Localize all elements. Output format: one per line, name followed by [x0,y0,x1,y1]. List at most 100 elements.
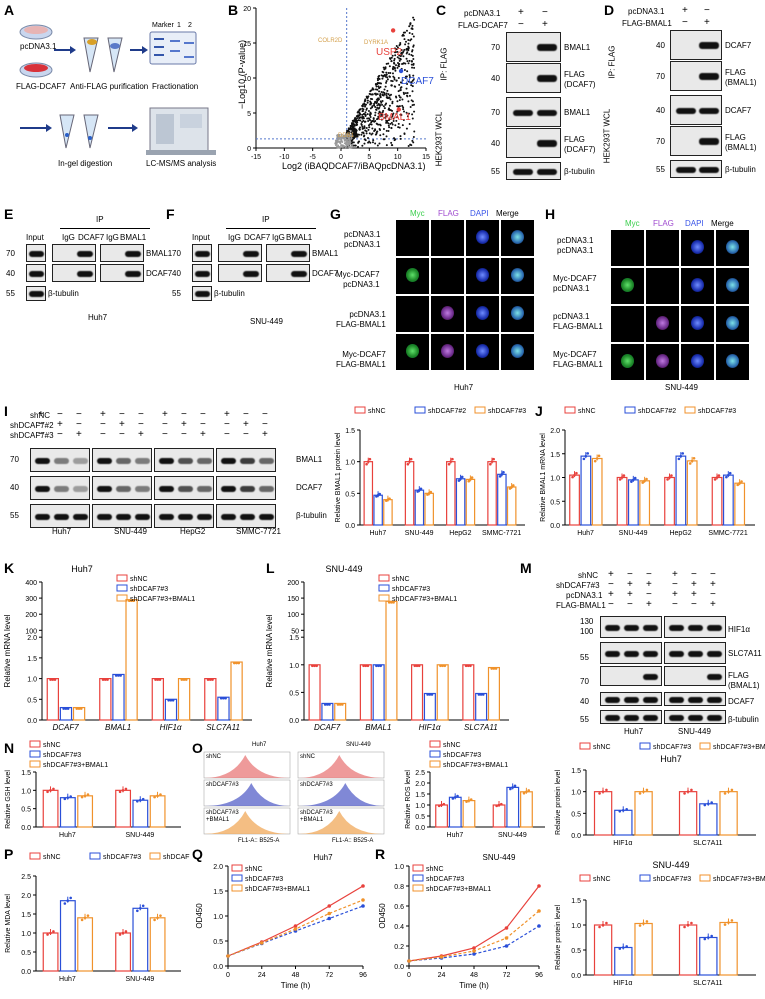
volcano-point [382,105,385,108]
y-tick-label: 200 [25,612,37,619]
volcano-point [406,91,409,94]
volcano-point [386,78,389,81]
microscopy-tile [466,296,499,332]
sign: − [200,409,206,420]
sign: + [200,429,206,440]
panel-label-k: K [4,560,15,576]
data-point [103,678,107,681]
legend-label: shNC [130,576,148,583]
volcano-point [382,138,385,141]
legend-swatch [231,884,243,892]
d-sign-01: − [704,5,710,16]
microscopy-tile [611,306,644,342]
f-band-0: BMAL1 [312,249,339,258]
volcano-gene-bmal1: BMAL1 [378,112,411,123]
y-tick-label: 1.0 [571,790,581,797]
data-point [83,794,87,798]
panel-label-n: N [4,740,15,756]
e-mw-1: 40 [6,269,15,278]
volcano-point [355,133,358,136]
x-tick-label: HIF1α [613,840,632,847]
data-point [232,661,236,665]
data-point [121,931,125,935]
data-point [472,949,476,953]
flow-histogram [204,783,290,806]
x-tick-label: 15 [422,154,430,161]
x-tick-label: 0 [407,972,411,979]
bar [487,666,500,721]
f-lane-4: BMAL1 [286,233,313,242]
y-tick-label: 1.5 [213,889,223,896]
data-point [511,786,514,789]
legend-swatch [412,874,424,882]
bar [462,664,475,721]
volcano-point [408,94,411,97]
y-tick-label: 0.2 [394,944,404,951]
data-point [683,792,686,795]
volcano-point [384,103,387,106]
volcano-point [350,131,353,134]
d-band-1: FLAG (BMAL1) [725,68,757,87]
volcano-point [401,79,404,82]
volcano-point [396,116,399,119]
blot-band [178,458,193,464]
data-point [326,703,329,706]
data-point [428,693,432,696]
sign: + [262,429,268,440]
y-tick-label: 1.5 [571,768,581,775]
volcano-point [375,85,378,88]
volcano-point [376,117,379,120]
blot-band [605,651,620,657]
series-line [227,885,364,957]
blot-band [178,486,193,492]
volcano-point [351,132,354,135]
d-row-1: FLAG-BMAL1 [622,19,672,28]
f-blot-2a [192,264,212,282]
data-point [571,475,574,479]
data-point [470,476,474,479]
data-point [537,909,541,913]
y-tick-label: 2.0 [550,428,560,435]
panel-g: Myc FLAG DAPI Merge pcDNA3.1 pcDNA3.1 My… [330,206,544,401]
sign: + [672,569,678,580]
volcano-point [402,62,405,65]
legend-label: shDCAF7#3 [43,752,81,759]
volcano-point [386,89,389,92]
bar [132,799,149,828]
blot-band [97,458,112,464]
legend-swatch [116,574,128,582]
volcano-point [383,88,386,91]
data-point [293,927,298,931]
volcano-point [374,128,377,131]
legend-swatch [29,740,41,748]
bar [699,803,718,836]
legend-swatch [412,884,424,892]
volcano-point [336,134,339,137]
data-point [688,462,692,465]
data-point [460,475,464,479]
volcano-point [387,119,390,122]
volcano-point [365,107,368,110]
y-tick-label: 2.0 [21,893,31,900]
volcano-point [411,66,414,69]
label-flag-dcaf7: FLAG-DCAF7 [16,82,66,91]
volcano-xlabel: Log2 (iBAQDCAF7/iBAQpcDNA3.1) [282,161,426,171]
data-point [375,664,378,668]
chart-p: 0.0 0.5 1.0 1.5 2.0 2.5 Huh7 SNU-449 Relative MD… [5,852,190,983]
chart-j: 0.0 0.5 1.0 1.5 2.0 Huh7 SNU-449 HepG2 SMMC-7721… [540,406,755,537]
volcano-point [411,49,414,52]
volcano-point [334,144,337,147]
data-point [406,462,410,466]
volcano-point [385,92,388,95]
sign: − [119,429,125,440]
data-point [328,703,331,706]
volcano-point [409,39,412,42]
volcano-point [401,124,404,127]
legend-label: shDCAF7#3 [426,876,464,883]
data-point [338,703,342,706]
x-tick-label: SLC7A11 [206,723,240,732]
volcano-point [365,132,368,135]
bar [616,476,628,526]
f-lane-1: IgG [228,233,241,242]
microscopy-tile [681,344,714,380]
